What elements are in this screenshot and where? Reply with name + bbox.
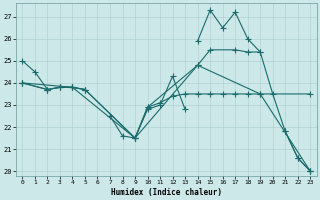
X-axis label: Humidex (Indice chaleur): Humidex (Indice chaleur) — [111, 188, 222, 197]
